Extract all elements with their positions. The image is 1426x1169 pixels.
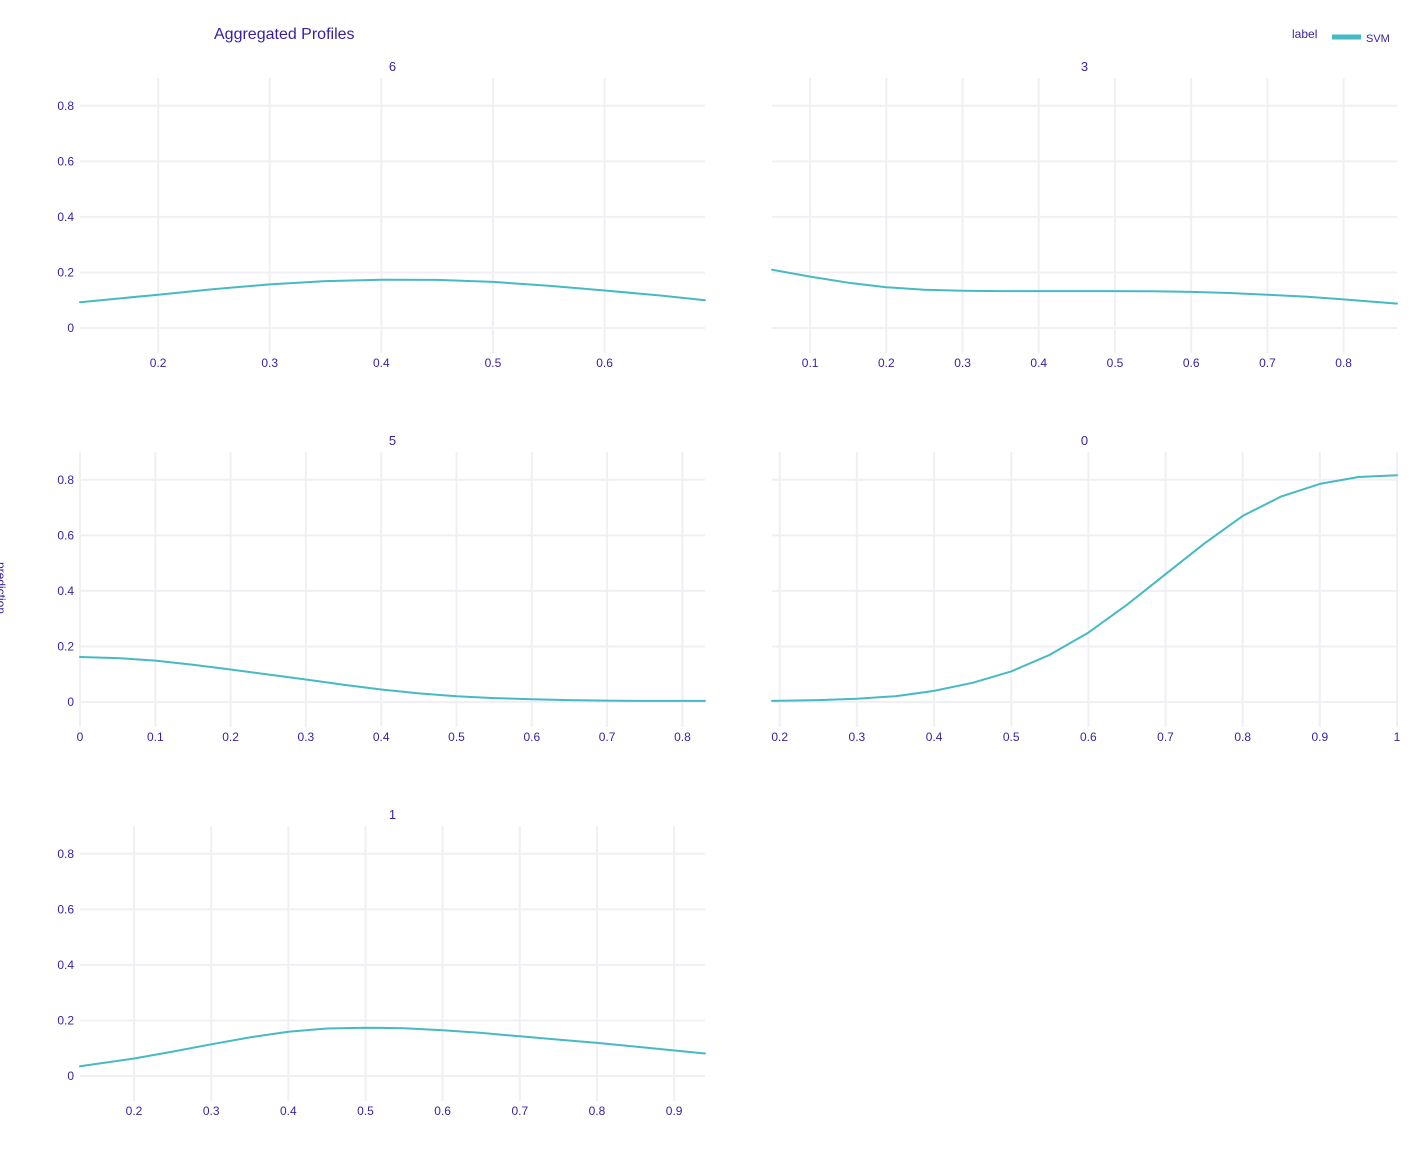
legend-title: label bbox=[1292, 27, 1317, 41]
panel-title: 5 bbox=[389, 433, 396, 448]
panel-title: 1 bbox=[389, 807, 396, 822]
x-tick-label: 0.5 bbox=[357, 1104, 374, 1118]
series-line-svm bbox=[79, 656, 706, 702]
y-tick-label: 0.4 bbox=[57, 210, 74, 224]
panel-3: 3 0.1 0.2 0.3 0.4 0.5 0.6 0.7 0.8 bbox=[771, 59, 1398, 370]
y-tick-label: 0.8 bbox=[57, 473, 74, 487]
x-tick-label: 0.4 bbox=[1030, 356, 1047, 370]
x-tick-label: 0.9 bbox=[666, 1104, 683, 1118]
panel-title: 6 bbox=[389, 59, 396, 74]
x-tick-label: 0.6 bbox=[1183, 356, 1200, 370]
x-tick-label: 0.4 bbox=[373, 730, 390, 744]
legend-label-svm: SVM bbox=[1366, 33, 1390, 45]
y-tick-label: 0.8 bbox=[57, 847, 74, 861]
x-tick-label: 0.2 bbox=[150, 356, 167, 370]
x-tick-label: 0.7 bbox=[1259, 356, 1276, 370]
x-tick-label: 0.3 bbox=[954, 356, 971, 370]
series-line-svm bbox=[771, 474, 1398, 702]
x-tick-label: 0.2 bbox=[126, 1104, 143, 1118]
y-axis-label: prediction bbox=[0, 562, 8, 614]
x-tick-label: 0.4 bbox=[373, 356, 390, 370]
x-tick-label: 0.8 bbox=[589, 1104, 606, 1118]
y-tick-label: 0.4 bbox=[57, 958, 74, 972]
panel-title: 3 bbox=[1081, 59, 1088, 74]
y-tick-label: 0.6 bbox=[57, 902, 74, 916]
y-tick-label: 0 bbox=[67, 695, 74, 709]
y-tick-label: 0 bbox=[67, 321, 74, 335]
x-tick-label: 0.1 bbox=[802, 356, 819, 370]
x-tick-label: 0.2 bbox=[771, 730, 788, 744]
x-tick-label: 0.6 bbox=[523, 730, 540, 744]
panel-0: 0 0.2 0.3 0.4 0.5 0.6 0.7 0.8 0.9 1 bbox=[771, 433, 1401, 744]
x-tick-label: 0.3 bbox=[203, 1104, 220, 1118]
y-tick-label: 0.8 bbox=[57, 99, 74, 113]
x-tick-label: 0.5 bbox=[1003, 730, 1020, 744]
x-tick-label: 0.4 bbox=[926, 730, 943, 744]
x-tick-label: 0.8 bbox=[1335, 356, 1352, 370]
y-tick-label: 0.2 bbox=[57, 639, 74, 653]
x-tick-label: 0.8 bbox=[674, 730, 691, 744]
x-tick-label: 0.6 bbox=[596, 356, 613, 370]
x-tick-label: 0.3 bbox=[298, 730, 315, 744]
x-tick-label: 0.5 bbox=[485, 356, 502, 370]
panel-6: 6 0.2 0.3 0.4 0.5 0.6 0 0.2 0.4 0.6 0.8 bbox=[57, 59, 706, 370]
x-tick-label: 0.4 bbox=[280, 1104, 297, 1118]
chart-title: Aggregated Profiles bbox=[214, 26, 355, 43]
x-tick-label: 0.9 bbox=[1311, 730, 1328, 744]
y-tick-label: 0.6 bbox=[57, 154, 74, 168]
x-tick-label: 0.5 bbox=[1107, 356, 1124, 370]
y-tick-label: 0 bbox=[67, 1069, 74, 1083]
panel-1: 1 0.2 0.3 0.4 0.5 0.6 0.7 0.8 0.9 0 0.2 0.4 0.6 0.8 bbox=[57, 807, 706, 1118]
x-tick-label: 1 bbox=[1394, 730, 1401, 744]
series-line-svm bbox=[79, 278, 706, 304]
legend[interactable]: label SVM bbox=[1292, 27, 1390, 45]
x-tick-label: 0.3 bbox=[849, 730, 866, 744]
x-tick-label: 0.2 bbox=[878, 356, 895, 370]
x-tick-label: 0.8 bbox=[1234, 730, 1251, 744]
x-tick-label: 0.7 bbox=[511, 1104, 528, 1118]
panel-title: 0 bbox=[1081, 433, 1088, 448]
x-tick-label: 0.3 bbox=[261, 356, 278, 370]
x-tick-label: 0.6 bbox=[434, 1104, 451, 1118]
x-tick-label: 0.7 bbox=[1157, 730, 1174, 744]
y-tick-label: 0.4 bbox=[57, 584, 74, 598]
x-tick-label: 0.5 bbox=[448, 730, 465, 744]
x-tick-label: 0.1 bbox=[147, 730, 164, 744]
panels: 60.2 0.3 0.4 0.5 0.600.20.40.60.830.1 0.2 0.3 0… bbox=[57, 59, 1400, 1118]
y-tick-label: 0.6 bbox=[57, 528, 74, 542]
x-tick-label: 0.6 bbox=[1080, 730, 1097, 744]
series-line-svm bbox=[79, 1026, 706, 1068]
series-line-svm bbox=[771, 268, 1398, 305]
x-tick-label: 0.7 bbox=[599, 730, 616, 744]
panel-5: 5 0 0.1 0.2 0.3 0.4 0.5 0.6 0.7 0.8 0 0.2 0.4 0.6 0.8 bbox=[57, 433, 706, 744]
y-tick-label: 0.2 bbox=[57, 1013, 74, 1027]
y-tick-label: 0.2 bbox=[57, 265, 74, 279]
x-tick-label: 0 bbox=[77, 730, 84, 744]
x-tick-label: 0.2 bbox=[222, 730, 239, 744]
